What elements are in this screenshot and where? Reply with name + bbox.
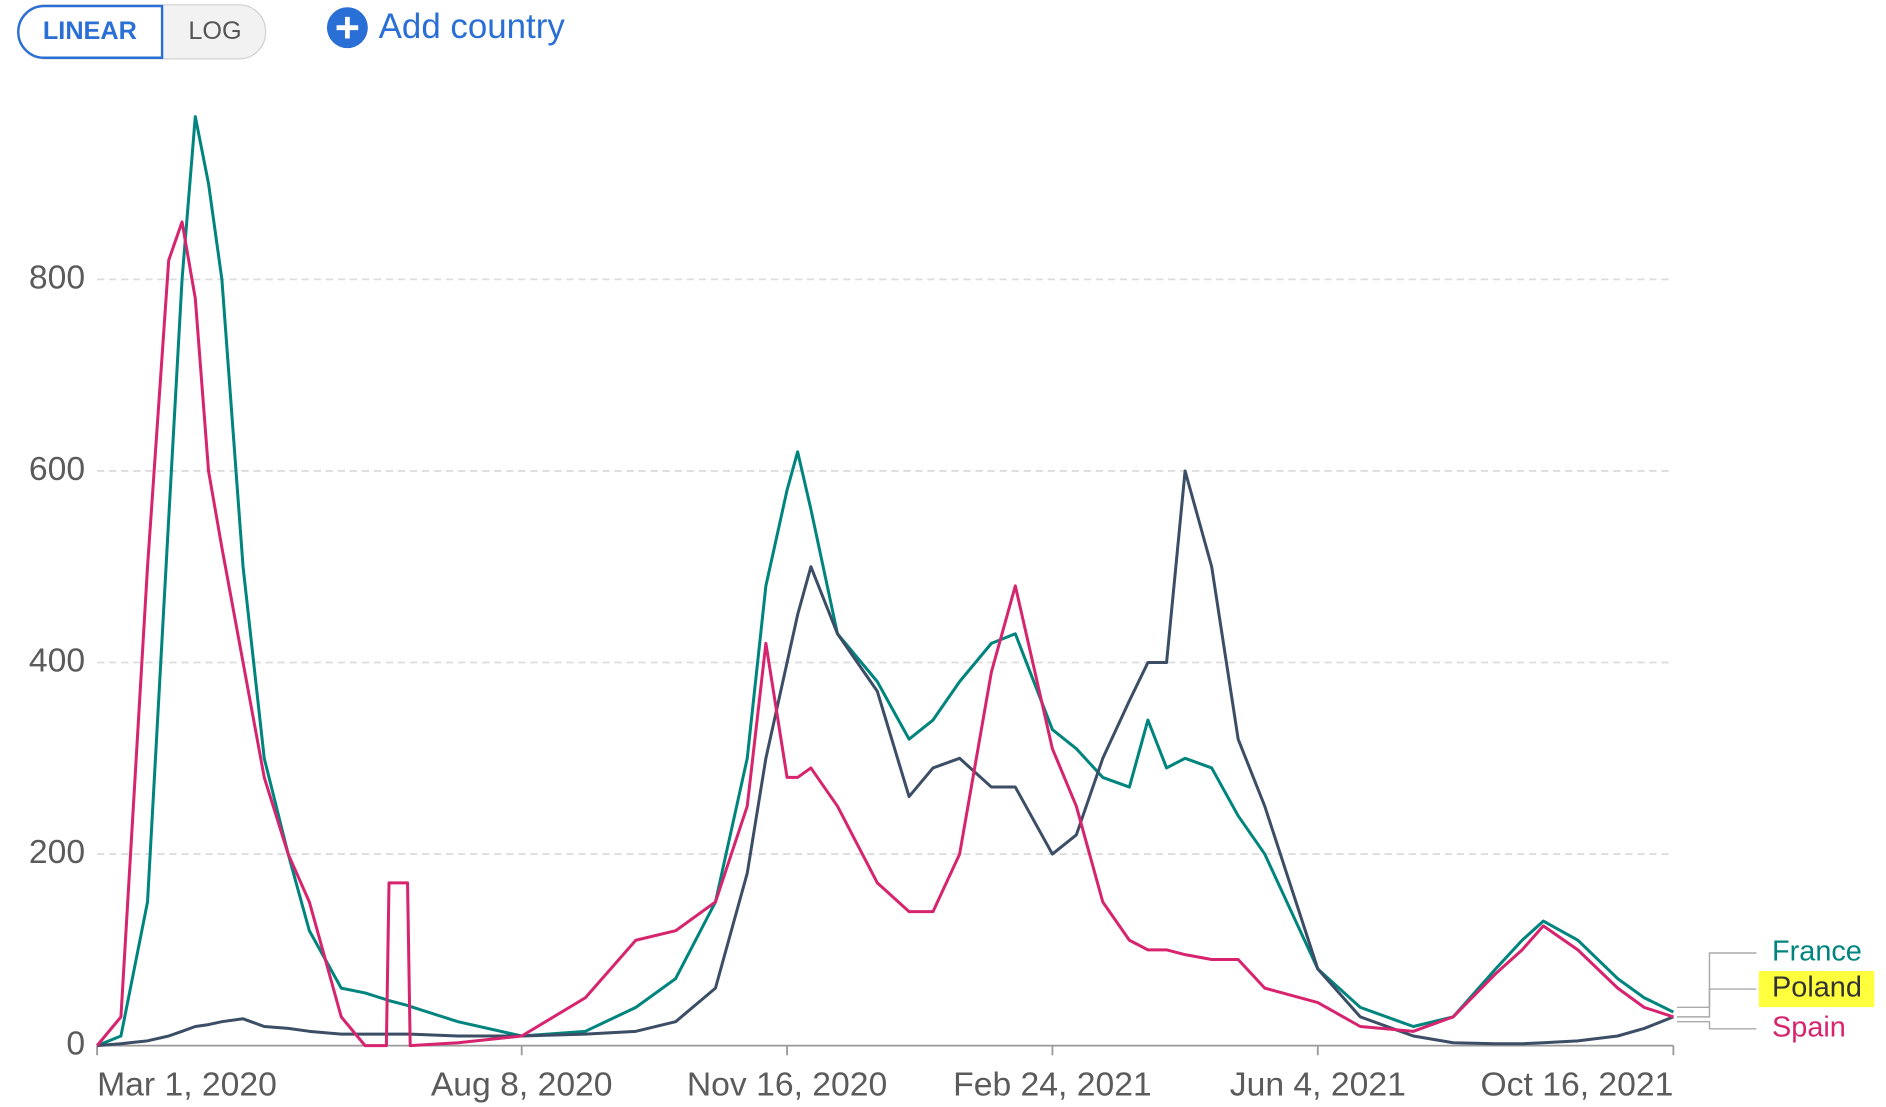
legend-label: Spain	[1772, 1011, 1846, 1043]
legend-highlight	[1758, 971, 1875, 1008]
x-tick-label: Aug 8, 2020	[431, 1066, 613, 1103]
x-tick-label: Feb 24, 2021	[953, 1066, 1152, 1103]
legend-connector	[1676, 988, 1757, 1018]
legend-label: France	[1772, 936, 1862, 968]
add-country-label[interactable]: Add country	[379, 7, 566, 46]
y-tick-label: 200	[29, 834, 85, 871]
series-line	[96, 115, 1675, 1048]
x-tick-label: Nov 16, 2020	[687, 1066, 887, 1103]
linear-button[interactable]	[17, 4, 164, 59]
add-country[interactable]: Add country	[326, 7, 566, 49]
y-tick-label: 400	[29, 642, 85, 679]
legend-connector	[1676, 1020, 1757, 1030]
y-tick-label: 0	[66, 1026, 85, 1063]
x-tick-label: Mar 1, 2020	[97, 1066, 277, 1103]
log-label[interactable]: LOG	[188, 17, 241, 45]
y-tick-label: 800	[29, 259, 85, 296]
plus-sign	[336, 16, 359, 39]
legend-label: Poland	[1772, 972, 1862, 1004]
scale-toggle: LINEAR LOG	[17, 4, 267, 60]
y-tick-label: 600	[29, 451, 85, 488]
linear-label[interactable]: LINEAR	[43, 17, 137, 45]
series-line	[96, 469, 1674, 1048]
x-tick-label: Oct 16, 2021	[1480, 1066, 1673, 1103]
series-line	[95, 220, 1674, 1048]
x-tick-label: Jun 4, 2021	[1230, 1066, 1406, 1103]
legend-connector	[1676, 952, 1757, 1009]
